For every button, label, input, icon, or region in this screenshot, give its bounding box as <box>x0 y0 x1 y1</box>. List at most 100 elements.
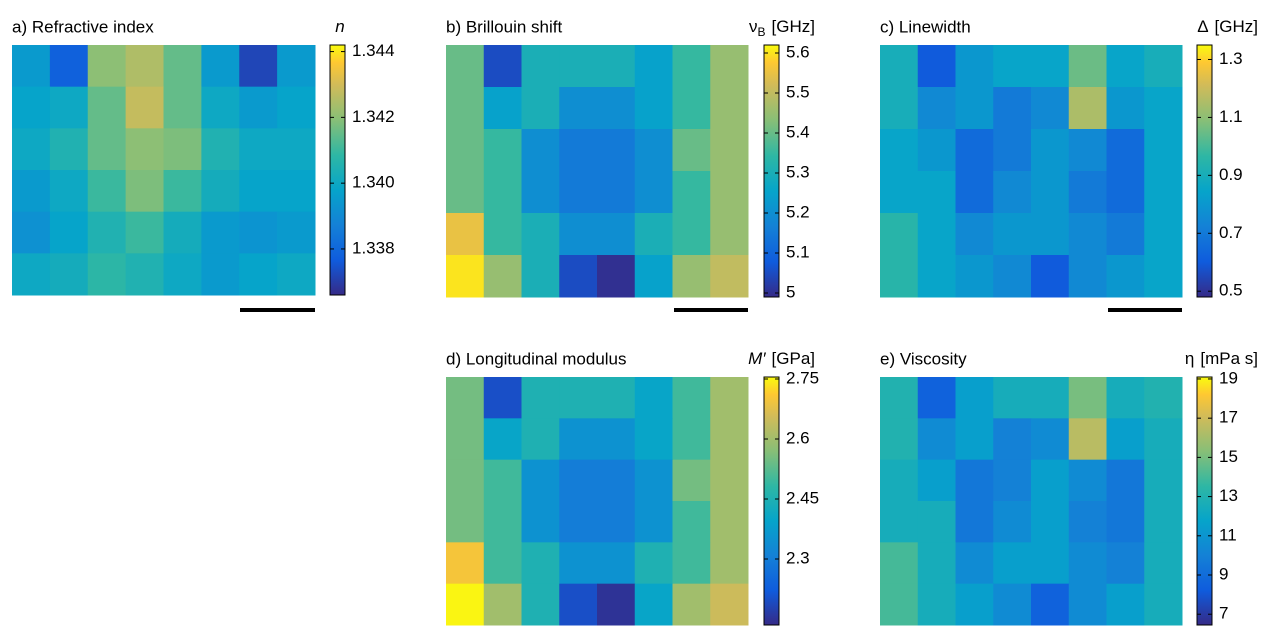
heatmap-cell <box>483 459 522 502</box>
colorbar-label: n <box>335 17 344 36</box>
heatmap-cell <box>12 253 51 296</box>
heatmap-cell <box>955 129 994 172</box>
heatmap-cell <box>87 170 127 213</box>
heatmap-cell <box>163 45 202 88</box>
heatmap-cell <box>1068 583 1107 626</box>
heatmap-cell <box>597 542 636 585</box>
heatmap-cell <box>483 129 522 172</box>
heatmap-cell <box>955 459 994 502</box>
heatmap-cell <box>597 213 636 256</box>
heatmap-cell <box>201 211 240 254</box>
colorbar-symbol: Δ <box>1197 17 1208 36</box>
colorbar-tick-label: 5.1 <box>786 242 810 261</box>
heatmap-cell <box>993 213 1032 256</box>
heatmap-cell <box>125 86 164 129</box>
panel-title: b) Brillouin shift <box>446 17 562 36</box>
heatmap-cell <box>710 45 749 88</box>
heatmap-cell <box>1144 255 1183 298</box>
heatmap-cell <box>1106 213 1145 256</box>
heatmap-cell <box>597 129 636 172</box>
heatmap-cell <box>672 583 711 626</box>
heatmap-cell <box>49 86 89 129</box>
heatmap-cell <box>917 501 956 543</box>
heatmap-cell <box>559 213 598 256</box>
heatmap-cell <box>521 45 560 88</box>
heatmap-cell <box>597 377 636 419</box>
heatmap-cell <box>993 583 1032 626</box>
heatmap-cell <box>597 418 636 461</box>
colorbar-symbol: n <box>335 17 344 36</box>
heatmap-cell <box>87 253 127 296</box>
heatmap-cell <box>710 377 749 419</box>
heatmap-cell <box>1031 45 1070 88</box>
heatmap-cell <box>1106 87 1145 130</box>
heatmap-cell <box>672 459 711 502</box>
heatmap-cell <box>993 45 1032 88</box>
heatmap-cell <box>446 213 485 256</box>
heatmap-cell <box>446 459 485 502</box>
heatmap-cell <box>634 255 673 298</box>
heatmap-cell <box>483 171 522 214</box>
heatmap-cell <box>559 255 598 298</box>
heatmap-cell <box>880 255 919 298</box>
heatmap-cell <box>1068 213 1107 256</box>
heatmap-cell <box>446 171 485 214</box>
colorbar-tick-label: 5.4 <box>786 122 810 141</box>
heatmap-cell <box>49 170 89 213</box>
heatmap-cell <box>1144 418 1183 461</box>
heatmap-cell <box>559 377 598 419</box>
heatmap-cell <box>521 501 560 543</box>
colorbar-tick-label: 0.7 <box>1219 223 1243 242</box>
heatmap-cell <box>49 128 89 171</box>
heatmap-cell <box>1068 418 1107 461</box>
heatmap-cell <box>521 213 560 256</box>
heatmap-cell <box>277 86 316 129</box>
heatmap-cell <box>559 583 598 626</box>
panel-title: a) Refractive index <box>12 17 154 36</box>
heatmap-cell <box>917 583 956 626</box>
heatmap-cell <box>1144 171 1183 214</box>
colorbar-tick-label: 5 <box>786 282 795 301</box>
heatmap-cell <box>239 128 278 171</box>
colorbar-tick-label: 2.6 <box>786 428 810 447</box>
heatmap-cell <box>955 171 994 214</box>
colorbar <box>1196 44 1213 298</box>
colorbar-tick-label: 15 <box>1219 447 1238 466</box>
heatmap-cell <box>672 418 711 461</box>
heatmap-cell <box>277 128 316 171</box>
heatmap-cell <box>597 171 636 214</box>
heatmap-cell <box>1068 542 1107 585</box>
heatmap-cell <box>1031 501 1070 543</box>
heatmap-cell <box>917 255 956 298</box>
colorbar-tick-label: 1.340 <box>352 173 395 192</box>
heatmap-cell <box>87 45 127 88</box>
heatmap-cell <box>917 45 956 88</box>
heatmap-cell <box>597 459 636 502</box>
heatmap-cell <box>710 501 749 543</box>
heatmap-cell <box>880 459 919 502</box>
heatmap-cell <box>710 583 749 626</box>
heatmap-cell <box>993 459 1032 502</box>
heatmap-cell <box>1068 45 1107 88</box>
heatmap-cell <box>87 128 127 171</box>
heatmap-cell <box>917 213 956 256</box>
heatmap-cell <box>634 171 673 214</box>
heatmap-cell <box>672 45 711 88</box>
colorbar-tick-label: 9 <box>1219 564 1228 583</box>
panel-title: e) Viscosity <box>880 349 967 368</box>
heatmap-cell <box>483 213 522 256</box>
heatmap-cell <box>597 255 636 298</box>
heatmap-cell <box>239 211 278 254</box>
heatmap-cell <box>277 253 316 296</box>
heatmap-cell <box>634 87 673 130</box>
heatmap-cell <box>917 129 956 172</box>
heatmap-cell <box>559 45 598 88</box>
heatmap-cell <box>521 129 560 172</box>
heatmap-cell <box>710 129 749 172</box>
heatmap-cell <box>917 171 956 214</box>
heatmap-cell <box>1144 501 1183 543</box>
heatmap-cell <box>710 87 749 130</box>
colorbar-unit: [mPa s] <box>1200 349 1258 368</box>
heatmap-cell <box>672 213 711 256</box>
